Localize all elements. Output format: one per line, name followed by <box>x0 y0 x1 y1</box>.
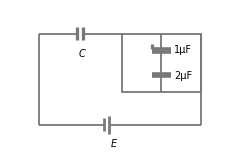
Text: 2μF: 2μF <box>174 70 192 81</box>
Text: 1μF: 1μF <box>174 45 192 55</box>
Text: C: C <box>78 49 85 59</box>
Text: E: E <box>111 139 117 149</box>
Bar <box>122 33 201 92</box>
